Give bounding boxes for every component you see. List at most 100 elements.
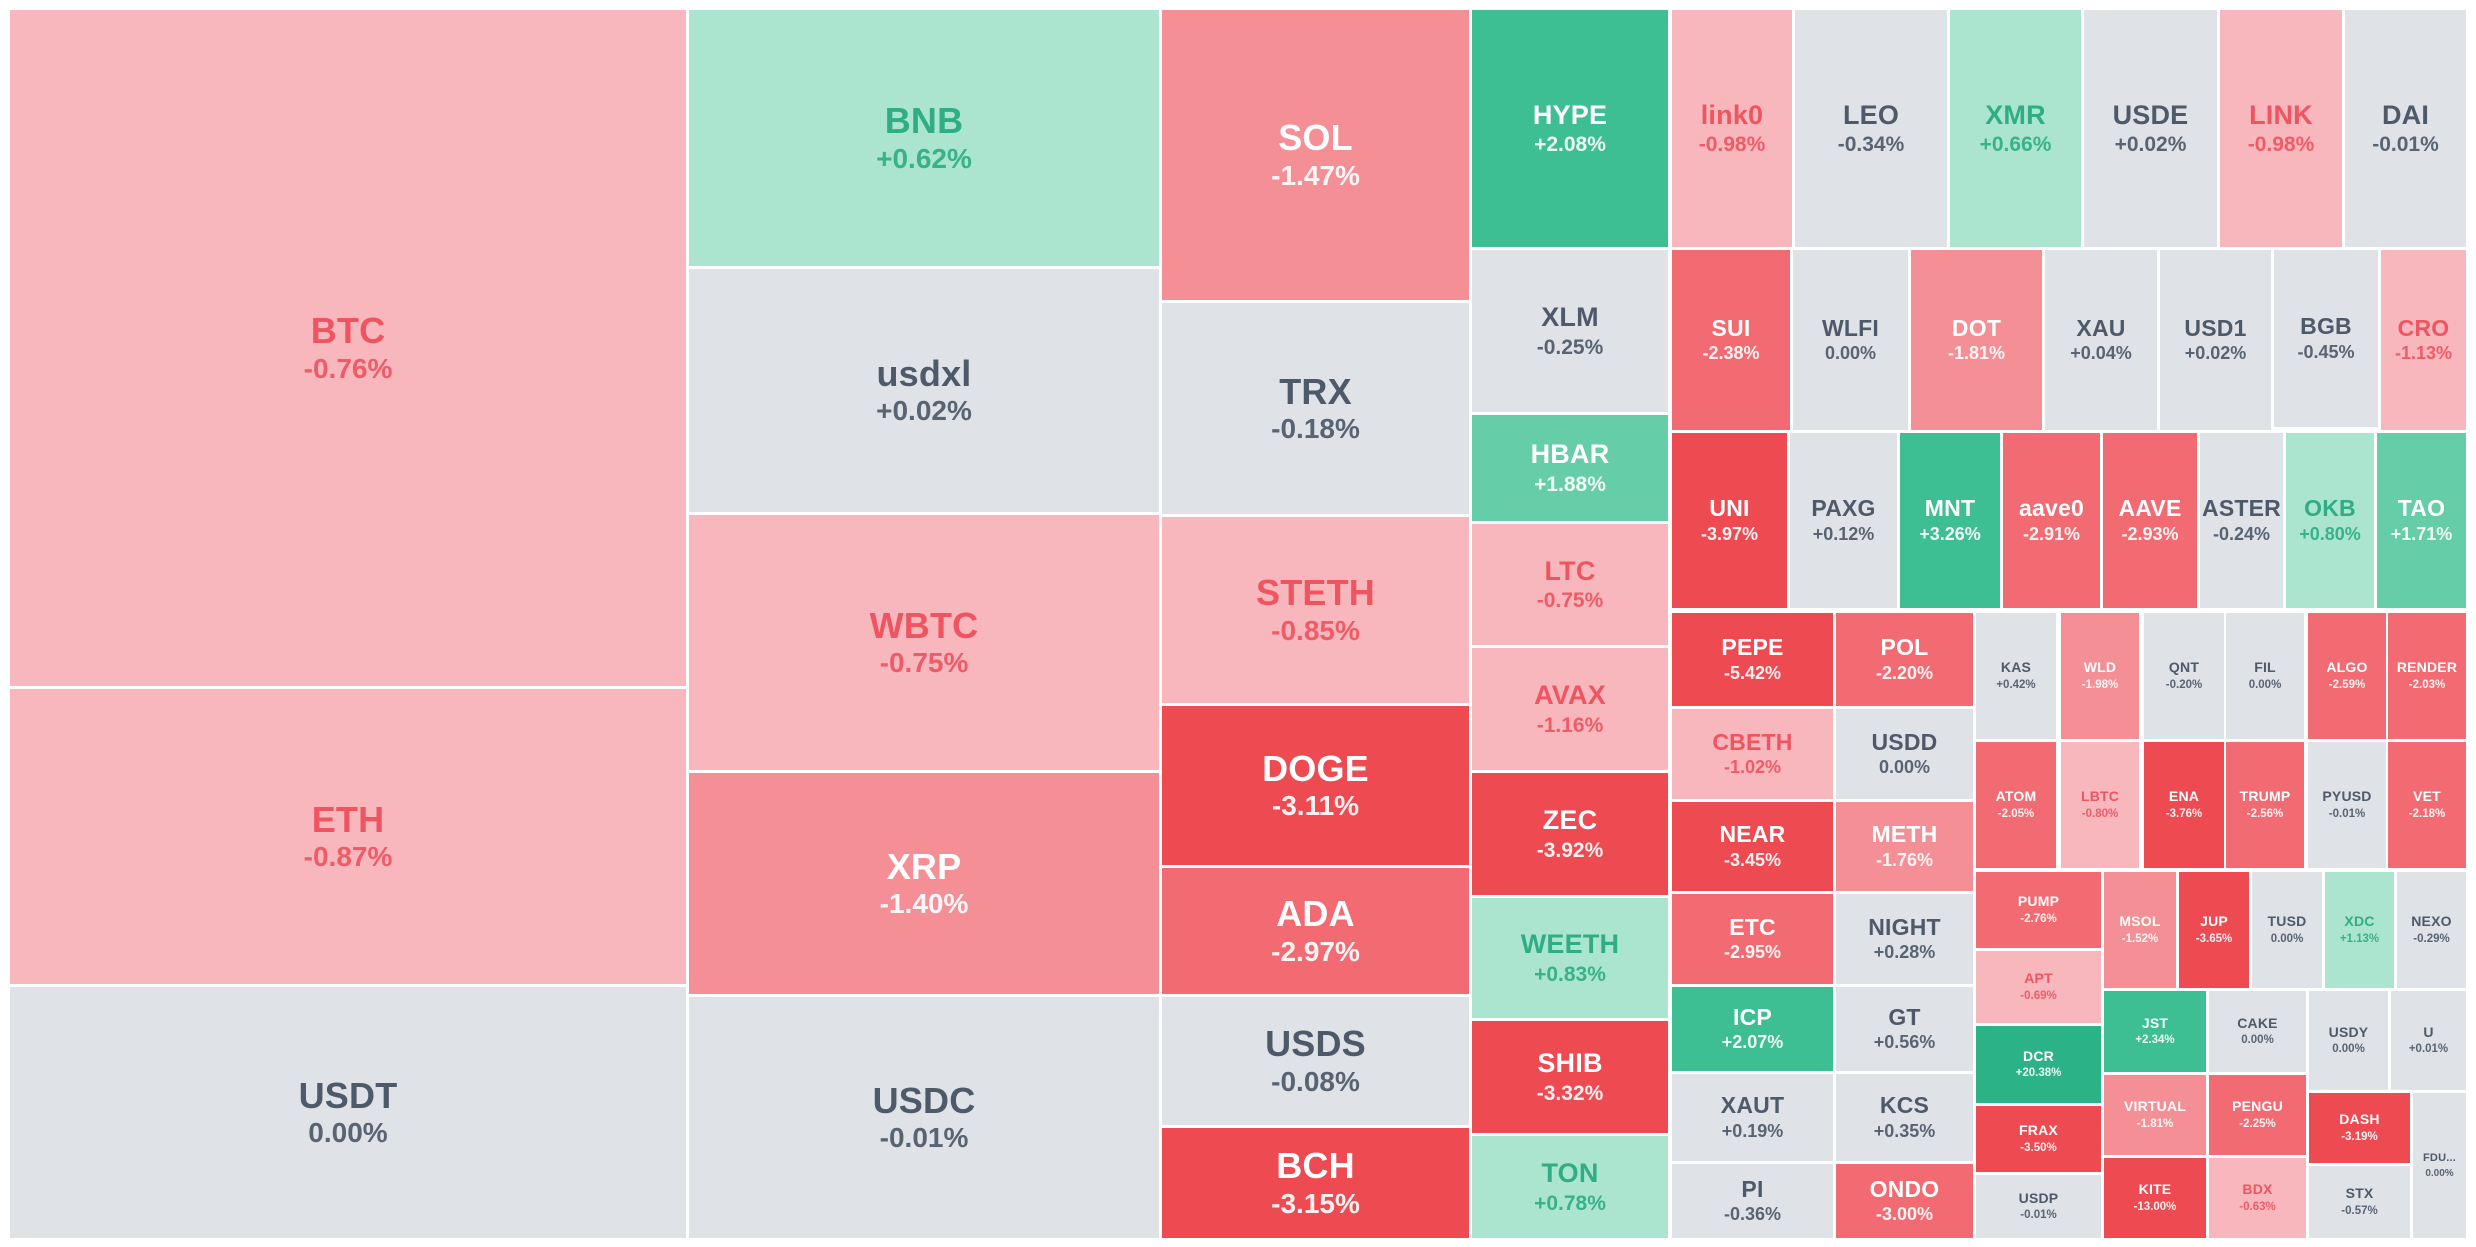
tile-pol[interactable]: POL -2.20% xyxy=(1836,613,1973,706)
tile-frax[interactable]: FRAX -3.50% xyxy=(1976,1106,2101,1172)
tile-avax[interactable]: AVAX -1.16% xyxy=(1472,648,1668,770)
tile-kcs[interactable]: KCS +0.35% xyxy=(1836,1074,1973,1161)
coin-symbol: ETH xyxy=(311,798,385,840)
tile-btc[interactable]: BTC -0.76% xyxy=(10,10,686,686)
tile-aave0[interactable]: aave0 -2.91% xyxy=(2003,433,2100,608)
tile-shib[interactable]: SHIB -3.32% xyxy=(1472,1021,1668,1133)
tile-usde[interactable]: USDE +0.02% xyxy=(2084,10,2217,247)
tile-tusd[interactable]: TUSD 0.00% xyxy=(2252,872,2322,988)
coin-symbol: WLD xyxy=(2083,659,2117,676)
tile-near[interactable]: NEAR -3.45% xyxy=(1672,802,1833,891)
tile-qnt[interactable]: QNT -0.20% xyxy=(2144,613,2224,739)
coin-change: -0.80% xyxy=(2081,807,2119,820)
tile-wbtc[interactable]: WBTC -0.75% xyxy=(689,515,1159,770)
tile-pyusd[interactable]: PYUSD -0.01% xyxy=(2308,742,2386,868)
tile-bch[interactable]: BCH -3.15% xyxy=(1162,1128,1469,1238)
tile-ltc[interactable]: LTC -0.75% xyxy=(1472,524,1668,645)
tile-dash[interactable]: DASH -3.19% xyxy=(2309,1093,2410,1163)
tile-pump[interactable]: PUMP -2.76% xyxy=(1976,872,2101,948)
tile-virtual[interactable]: VIRTUAL -1.81% xyxy=(2104,1075,2206,1155)
tile-bdx[interactable]: BDX -0.63% xyxy=(2209,1158,2306,1238)
tile-wlfi[interactable]: WLFI 0.00% xyxy=(1793,250,1908,430)
tile-xlm[interactable]: XLM -0.25% xyxy=(1472,250,1668,412)
tile-render[interactable]: RENDER -2.03% xyxy=(2388,613,2466,739)
tile-sui[interactable]: SUI -2.38% xyxy=(1672,250,1790,430)
tile-link0[interactable]: link0 -0.98% xyxy=(1672,10,1792,247)
tile-stx[interactable]: STX -0.57% xyxy=(2309,1166,2410,1238)
tile-weeth[interactable]: WEETH +0.83% xyxy=(1472,898,1668,1018)
tile-trump[interactable]: TRUMP -2.56% xyxy=(2226,742,2304,868)
tile-usdxl[interactable]: usdxl +0.02% xyxy=(689,269,1159,512)
tile-cro[interactable]: CRO -1.13% xyxy=(2381,250,2466,430)
coin-change: -3.00% xyxy=(1875,1204,1934,1225)
tile-link[interactable]: LINK -0.98% xyxy=(2220,10,2342,247)
tile-msol[interactable]: MSOL -1.52% xyxy=(2104,872,2176,988)
tile-dot[interactable]: DOT -1.81% xyxy=(1911,250,2042,430)
tile-apt[interactable]: APT -0.69% xyxy=(1976,951,2101,1023)
tile-kite[interactable]: KITE -13.00% xyxy=(2104,1158,2206,1238)
tile-ondo[interactable]: ONDO -3.00% xyxy=(1836,1164,1973,1238)
tile-cbeth[interactable]: CBETH -1.02% xyxy=(1672,709,1833,799)
tile-bnb[interactable]: BNB +0.62% xyxy=(689,10,1159,266)
tile-ton[interactable]: TON +0.78% xyxy=(1472,1136,1668,1238)
tile-uni[interactable]: UNI -3.97% xyxy=(1672,433,1787,608)
tile-atom[interactable]: ATOM -2.05% xyxy=(1976,742,2056,868)
tile-bgb[interactable]: BGB -0.45% xyxy=(2274,250,2378,427)
tile-hype[interactable]: HYPE +2.08% xyxy=(1472,10,1668,247)
tile-tao[interactable]: TAO +1.71% xyxy=(2377,433,2466,608)
tile-usdp[interactable]: USDP -0.01% xyxy=(1976,1175,2101,1238)
tile-usdc[interactable]: USDC -0.01% xyxy=(689,997,1159,1238)
tile-usds[interactable]: USDS -0.08% xyxy=(1162,997,1469,1125)
tile-okb[interactable]: OKB +0.80% xyxy=(2286,433,2374,608)
tile-fdu[interactable]: FDU... 0.00% xyxy=(2413,1093,2466,1238)
coin-change: -0.69% xyxy=(2020,989,2057,1002)
tile-dcr[interactable]: DCR +20.38% xyxy=(1976,1026,2101,1103)
tile-etc[interactable]: ETC -2.95% xyxy=(1672,894,1833,984)
tile-steth[interactable]: STETH -0.85% xyxy=(1162,517,1469,703)
tile-sol[interactable]: SOL -1.47% xyxy=(1162,10,1469,300)
tile-kas[interactable]: KAS +0.42% xyxy=(1976,613,2056,739)
tile-u[interactable]: U +0.01% xyxy=(2391,991,2466,1090)
tile-aster[interactable]: ASTER -0.24% xyxy=(2200,433,2283,608)
tile-dai[interactable]: DAI -0.01% xyxy=(2345,10,2466,247)
tile-nexo[interactable]: NEXO -0.29% xyxy=(2397,872,2466,988)
tile-icp[interactable]: ICP +2.07% xyxy=(1672,987,1833,1071)
tile-leo[interactable]: LEO -0.34% xyxy=(1795,10,1947,247)
tile-fil[interactable]: FIL 0.00% xyxy=(2226,613,2304,739)
tile-jst[interactable]: JST +2.34% xyxy=(2104,991,2206,1072)
tile-ada[interactable]: ADA -2.97% xyxy=(1162,868,1469,994)
tile-jup[interactable]: JUP -3.65% xyxy=(2179,872,2249,988)
tile-trx[interactable]: TRX -0.18% xyxy=(1162,303,1469,514)
tile-xrp[interactable]: XRP -1.40% xyxy=(689,773,1159,994)
tile-ena[interactable]: ENA -3.76% xyxy=(2144,742,2224,868)
tile-mnt[interactable]: MNT +3.26% xyxy=(1900,433,2000,608)
coin-change: -2.25% xyxy=(2239,1117,2276,1130)
tile-zec[interactable]: ZEC -3.92% xyxy=(1472,773,1668,895)
tile-algo[interactable]: ALGO -2.59% xyxy=(2308,613,2386,739)
coin-symbol: PENGU xyxy=(2232,1098,2283,1115)
tile-doge[interactable]: DOGE -3.11% xyxy=(1162,706,1469,865)
tile-meth[interactable]: METH -1.76% xyxy=(1836,802,1973,891)
tile-pi[interactable]: PI -0.36% xyxy=(1672,1164,1833,1238)
tile-xdc[interactable]: XDC +1.13% xyxy=(2325,872,2394,988)
tile-usdt[interactable]: USDT 0.00% xyxy=(10,987,686,1238)
tile-lbtc[interactable]: LBTC -0.80% xyxy=(2061,742,2139,868)
tile-xaut[interactable]: XAUT +0.19% xyxy=(1672,1074,1833,1161)
tile-pepe[interactable]: PEPE -5.42% xyxy=(1672,613,1833,706)
tile-vet[interactable]: VET -2.18% xyxy=(2388,742,2466,868)
tile-usdy[interactable]: USDY 0.00% xyxy=(2309,991,2388,1090)
tile-usdd[interactable]: USDD 0.00% xyxy=(1836,709,1973,799)
tile-eth[interactable]: ETH -0.87% xyxy=(10,689,686,984)
tile-hbar[interactable]: HBAR +1.88% xyxy=(1472,415,1668,521)
tile-gt[interactable]: GT +0.56% xyxy=(1836,987,1973,1071)
coin-symbol: DCR xyxy=(2023,1047,2054,1064)
tile-aave[interactable]: AAVE -2.93% xyxy=(2103,433,2197,608)
tile-xau[interactable]: XAU +0.04% xyxy=(2045,250,2157,430)
tile-cake[interactable]: CAKE 0.00% xyxy=(2209,991,2306,1072)
tile-paxg[interactable]: PAXG +0.12% xyxy=(1790,433,1897,608)
tile-usd1[interactable]: USD1 +0.02% xyxy=(2160,250,2271,430)
tile-night[interactable]: NIGHT +0.28% xyxy=(1836,894,1973,984)
tile-wld[interactable]: WLD -1.98% xyxy=(2061,613,2139,739)
tile-pengu[interactable]: PENGU -2.25% xyxy=(2209,1075,2306,1155)
tile-xmr[interactable]: XMR +0.66% xyxy=(1950,10,2081,247)
